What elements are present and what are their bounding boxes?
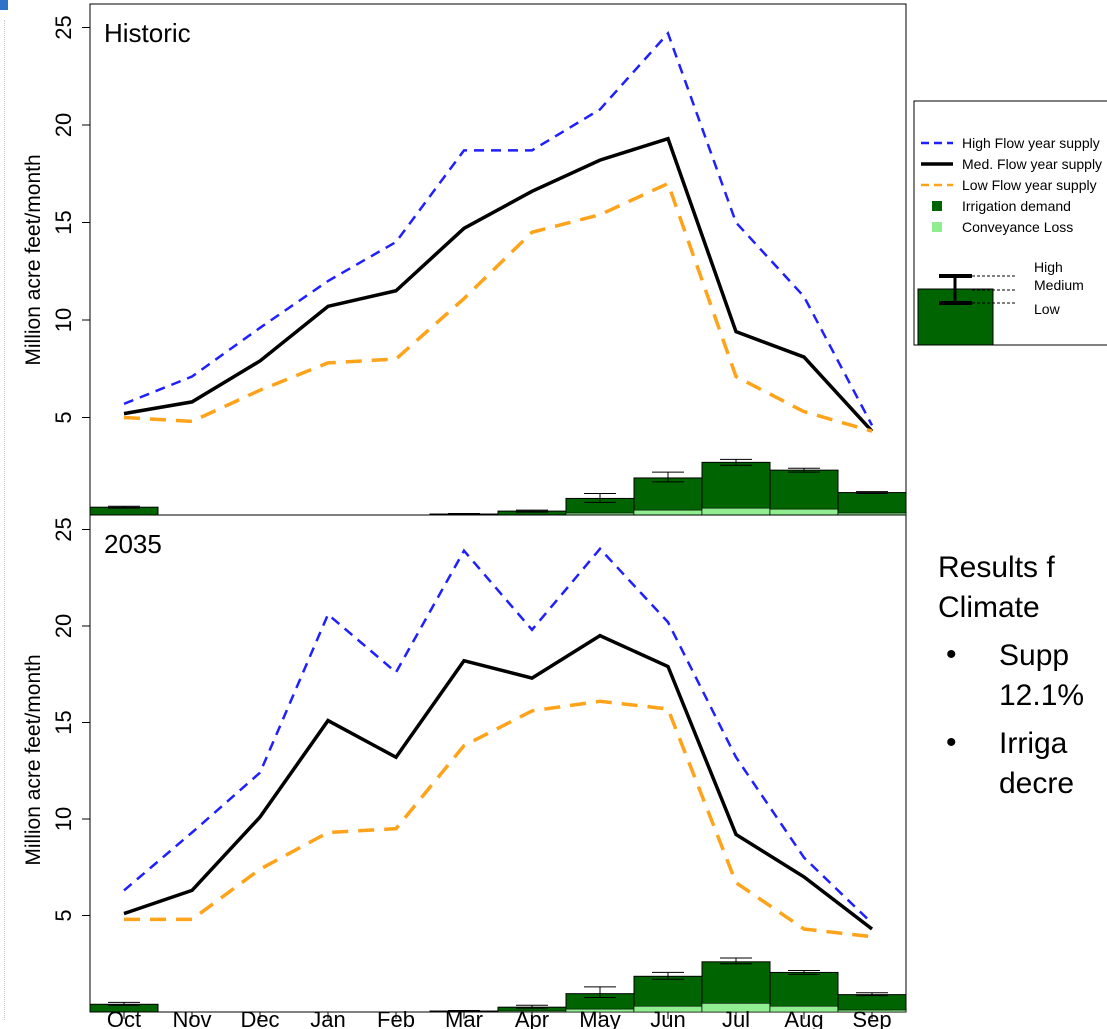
legend-swatch-square (932, 201, 942, 211)
y-tick-label: 15 (51, 210, 76, 234)
conveyance-bar (769, 508, 839, 516)
x-tick-label: May (579, 1007, 621, 1029)
low-flow-line (124, 699, 873, 939)
x-tick-label: Oct (107, 1007, 141, 1029)
low-flow-line (123, 181, 873, 433)
x-tick-label: Nov (172, 1007, 211, 1029)
legend-label: Conveyance Loss (962, 219, 1073, 235)
conveyance-bar (701, 507, 771, 516)
x-tick-label: Jun (650, 1007, 685, 1029)
x-tick-label: Jan (310, 1007, 345, 1029)
legend-label: Irrigation demand (962, 198, 1071, 214)
y-axis-title: Million acre feet/month (22, 154, 45, 365)
legend-errorbar-label: Low (1034, 301, 1061, 317)
y-tick-label: 20 (51, 614, 76, 638)
irrigation-bar (633, 477, 703, 516)
x-tick-label: Feb (377, 1007, 415, 1029)
bullet-irrigation: Irriga (938, 723, 1107, 764)
legend-label: Low Flow year supply (962, 177, 1097, 193)
y-axis-title: Million acre feet/month (22, 654, 45, 865)
y-tick-label: 10 (51, 807, 76, 831)
y-tick-label: 25 (51, 15, 76, 39)
legend-label: Med. Flow year supply (962, 156, 1102, 172)
y-tick-label: 5 (51, 411, 76, 423)
y-tick-label: 25 (51, 517, 76, 541)
bullet-irrigation-cont: decre (999, 767, 1075, 800)
x-tick-label: Sep (852, 1007, 891, 1029)
conveyance-bar (633, 509, 703, 516)
med-flow-line (123, 633, 874, 931)
slide-edge-rule (4, 20, 5, 1020)
panel-2035: 5 10 15 20 25 Million acre feet/month 2035 (22, 514, 907, 1013)
results-heading-line1: Results f (938, 551, 1055, 584)
panel-title: Historic (104, 18, 191, 48)
legend-errorbar-label: Medium (1034, 277, 1084, 293)
panel-title: 2035 (104, 529, 162, 559)
x-tick-label: Dec (240, 1007, 279, 1029)
panel-historic: 5 10 15 20 25 Million acre feet/month Historic (22, 3, 907, 516)
legend-errorbar-label: High (1034, 259, 1063, 275)
legend: High Flow year supply Med. Flow year supp… (913, 100, 1107, 346)
corner-accent (0, 0, 8, 10)
x-tick-label: Apr (515, 1007, 549, 1029)
med-flow-line (123, 136, 874, 433)
legend-label: High Flow year supply (962, 135, 1100, 151)
bullet-supply-cont: 12.1% (999, 679, 1085, 712)
results-text: Results f Climate Supp 12.1% Irriga decr… (938, 548, 1107, 804)
results-heading-line2: Climate (938, 591, 1040, 624)
high-flow-line (123, 30, 874, 426)
y-tick-label: 15 (51, 710, 76, 734)
bullet-supply: Supp (938, 635, 1107, 676)
legend-swatch-square (932, 222, 942, 232)
y-tick-label: 20 (51, 113, 76, 137)
y-tick-label: 10 (51, 308, 76, 332)
irrigation-bar (837, 492, 907, 516)
x-tick-label: Mar (445, 1007, 483, 1029)
irrigation-bar (701, 461, 771, 516)
y-tick-label: 5 (51, 909, 76, 921)
plot-frame (89, 3, 907, 516)
x-tick-label: Jul (722, 1007, 750, 1029)
high-flow-line (123, 546, 873, 925)
irrigation-bar (769, 469, 839, 516)
x-tick-label: Aug (784, 1007, 823, 1029)
